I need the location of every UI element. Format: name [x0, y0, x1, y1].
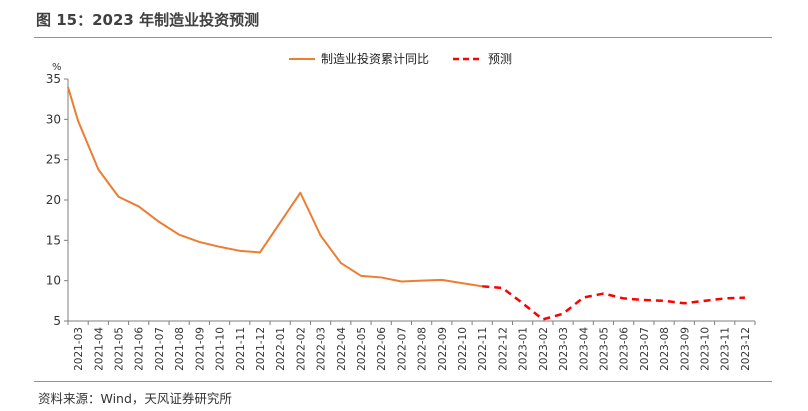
x-tick-label: 2022-03: [316, 327, 328, 371]
x-tick-label: 2022-11: [477, 327, 489, 371]
x-tick-label: 2023-03: [558, 327, 570, 371]
plot-area: 5 10 15 20 25 30 35 2021-03 2021-04 2021-05 2021-0…: [46, 72, 756, 371]
x-tick-label: 2021-08: [174, 327, 186, 371]
x-tick-label: 2021-03: [73, 327, 85, 371]
y-tick-label: 30: [46, 112, 61, 126]
x-tick-label: 2021-10: [215, 327, 227, 371]
x-tick-label: 2023-09: [679, 327, 691, 371]
x-tick-label: 2022-06: [376, 327, 388, 371]
x-tick-label: 2022-08: [417, 327, 429, 371]
x-tick-label: 2021-11: [235, 327, 247, 371]
x-tick-label: 2021-04: [93, 327, 105, 371]
x-tick-label: 2023-06: [619, 327, 631, 371]
x-tick-label: 2022-05: [356, 327, 368, 371]
x-tick-label: 2023-11: [720, 327, 732, 371]
x-tick-label: 2023-04: [578, 327, 590, 371]
x-tick-label: 2023-02: [538, 327, 550, 371]
x-tick-label: 2023-05: [598, 327, 610, 371]
page-title: 图 15：2023 年制造业投资预测: [36, 11, 260, 29]
x-tick-label: 2022-04: [336, 327, 348, 371]
x-tick-label: 2022-09: [437, 327, 449, 371]
y-tick-label: 5: [53, 314, 61, 328]
legend: 制造业投资累计同比 预测: [289, 51, 512, 66]
series-line-actual: [67, 86, 483, 288]
x-tick-label: 2023-08: [659, 327, 671, 371]
title-divider: [34, 37, 772, 38]
x-tick-label: 2022-10: [457, 327, 469, 371]
x-tick-label: 2021-12: [255, 327, 267, 371]
y-tick-label: 15: [46, 233, 61, 247]
x-tick-label: 2022-07: [396, 327, 408, 371]
x-tick-label: 2022-01: [275, 327, 287, 371]
y-tick-label: 25: [46, 153, 61, 167]
y-tick-label: 20: [46, 193, 61, 207]
x-tick-label: 2023-01: [518, 327, 530, 371]
x-tick-label: 2021-09: [194, 327, 206, 371]
legend-label-actual: 制造业投资累计同比: [321, 51, 429, 66]
y-axis-unit: %: [52, 62, 62, 73]
x-tick-label: 2023-12: [740, 327, 752, 371]
x-tick-label: 2022-12: [497, 327, 509, 371]
x-tick-label: 2022-02: [295, 327, 307, 371]
y-tick-label: 35: [46, 72, 61, 86]
footer-divider: [34, 381, 772, 382]
x-tick-label: 2021-07: [154, 327, 166, 371]
legend-label-forecast: 预测: [488, 52, 512, 66]
x-tick-label: 2023-10: [699, 327, 711, 371]
x-tick-label: 2023-07: [639, 327, 651, 371]
series-line-forecast: [482, 285, 745, 321]
y-tick-label: 10: [46, 274, 61, 288]
x-tick-label: 2021-05: [114, 327, 126, 371]
source-note: 资料来源：Wind，天风证券研究所: [38, 391, 232, 406]
x-tick-label: 2021-06: [134, 327, 146, 371]
